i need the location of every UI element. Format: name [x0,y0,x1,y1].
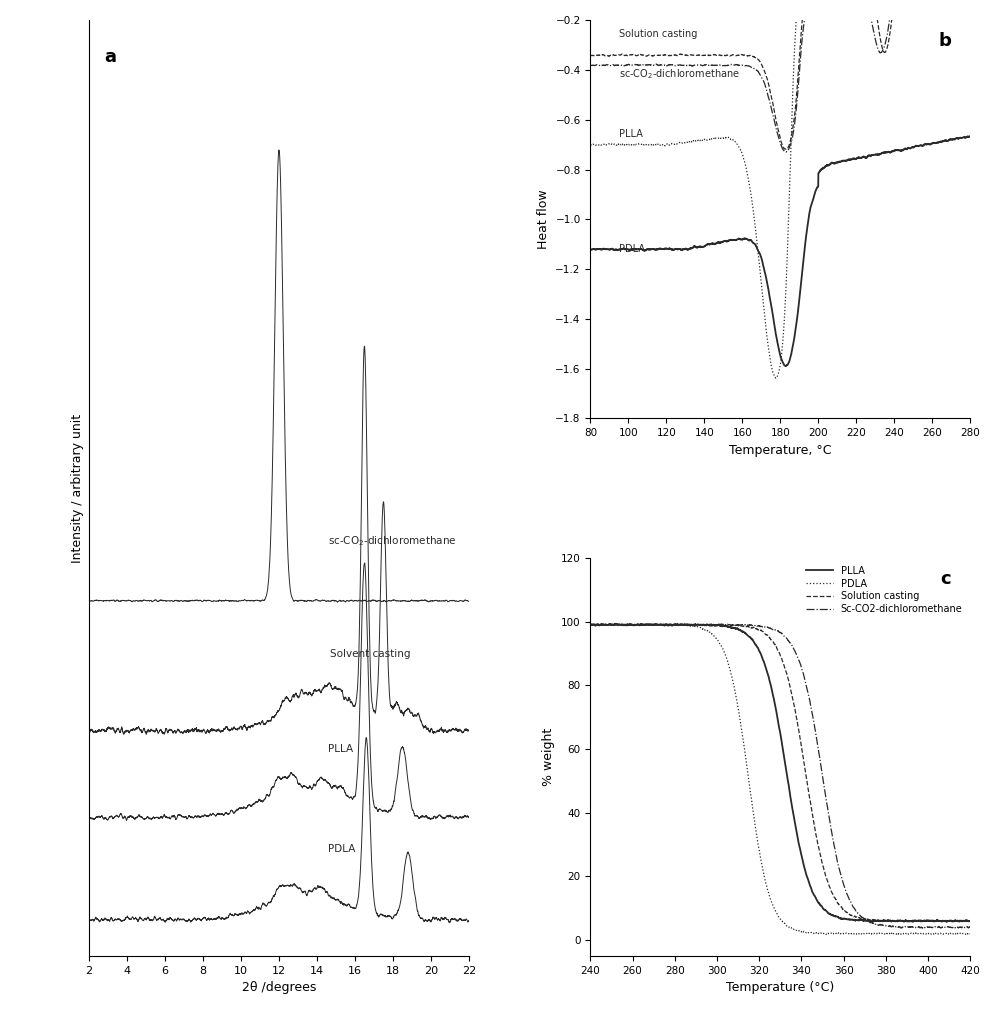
Text: PDLA: PDLA [619,244,644,254]
Text: PLLA: PLLA [619,129,643,139]
Y-axis label: Heat flow: Heat flow [537,189,549,249]
Text: Solution casting: Solution casting [619,28,697,39]
Text: PDLA: PDLA [329,844,355,854]
Text: b: b [939,33,951,50]
Text: PLLA: PLLA [329,744,353,755]
Text: a: a [104,49,116,66]
X-axis label: 2θ /degrees: 2θ /degrees [242,981,316,995]
Y-axis label: % weight: % weight [543,728,555,786]
X-axis label: Temperature (°C): Temperature (°C) [727,981,835,995]
Text: Solvent casting: Solvent casting [331,649,411,659]
Y-axis label: Intensity / arbitrary unit: Intensity / arbitrary unit [70,414,83,562]
Text: sc-CO$_2$-dichloromethane: sc-CO$_2$-dichloromethane [329,535,457,548]
Text: sc-CO$_2$-dichloromethane: sc-CO$_2$-dichloromethane [619,67,740,81]
Text: c: c [940,570,951,588]
Legend: PLLA, PDLA, Solution casting, Sc-CO2-dichloromethane: PLLA, PDLA, Solution casting, Sc-CO2-dic… [803,562,965,617]
X-axis label: Temperature, °C: Temperature, °C [729,443,832,457]
